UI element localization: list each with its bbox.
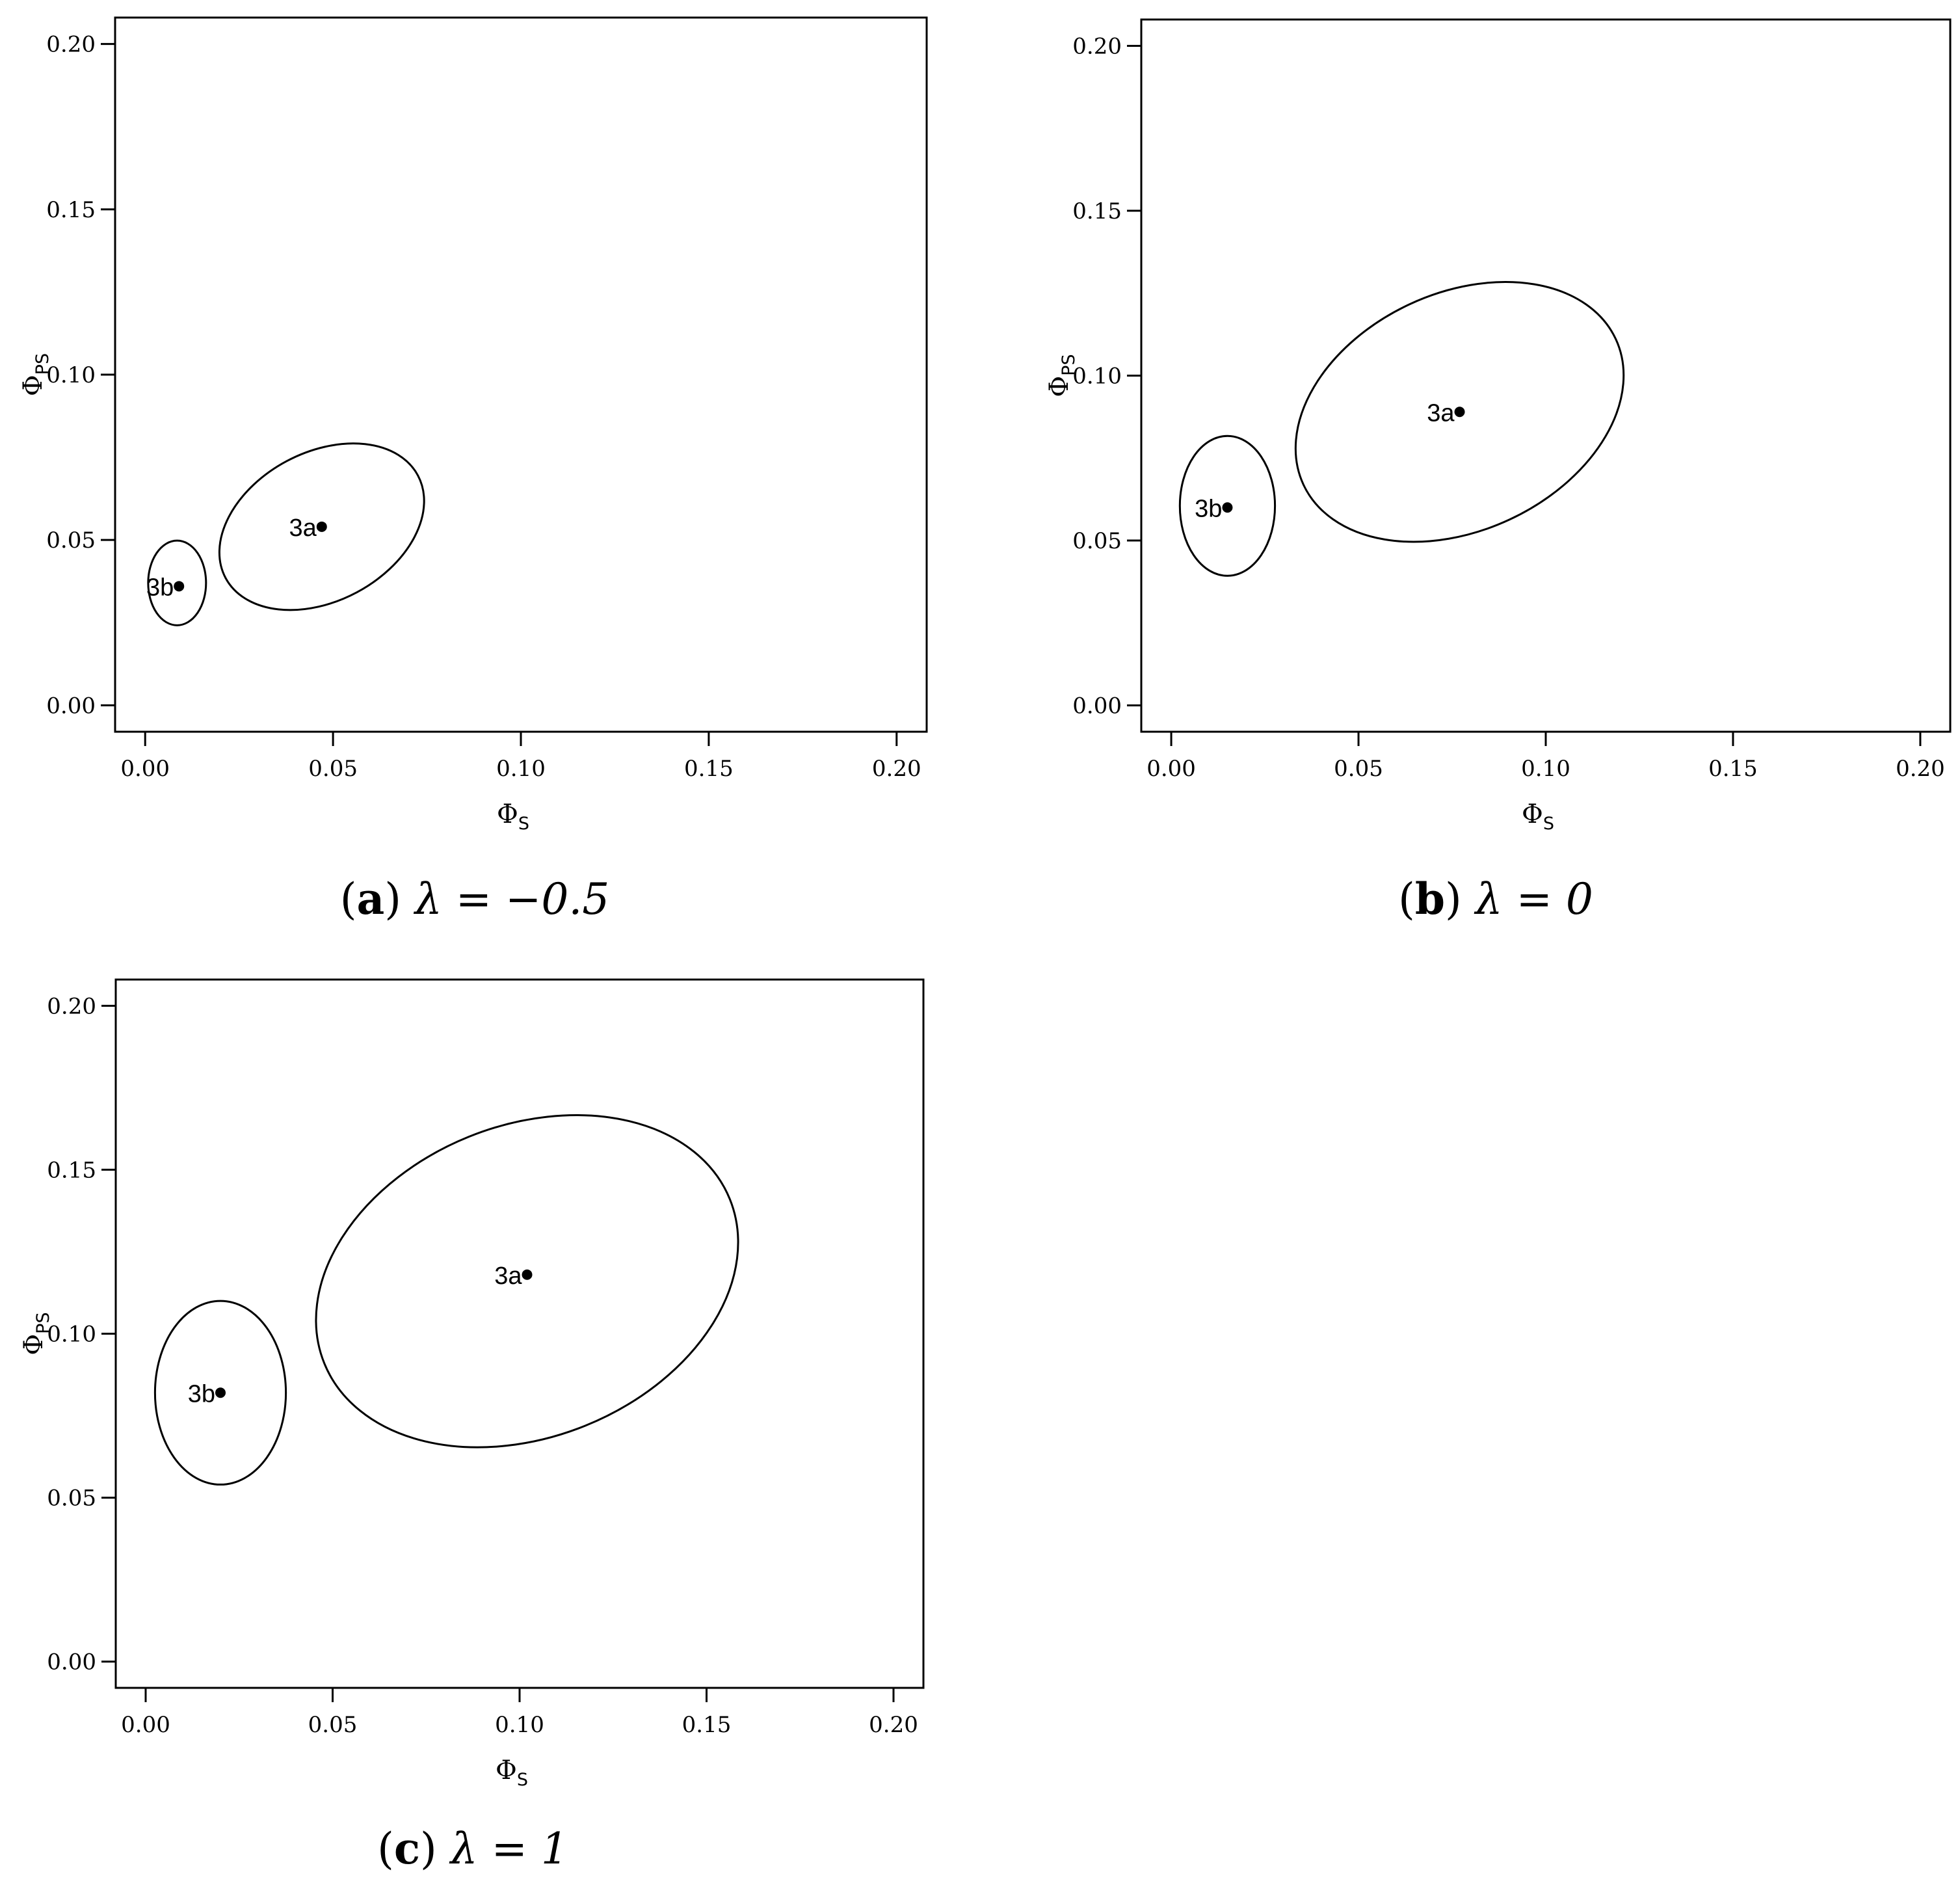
y-tick-label: 0.20 xyxy=(46,32,96,58)
x-axis-label: ΦS xyxy=(497,799,529,834)
chart-c: 0.00 0.05 0.10 0.15 0.20 0.00 0.05 0.10 0.15 0.20… xyxy=(19,978,925,1874)
x-tick-label: 0.00 xyxy=(121,1712,170,1738)
chart-a: 0.00 0.05 0.10 0.15 0.20 0.00 0.05 0.10 0.15 0.20… xyxy=(18,16,928,924)
y-tick-label: 0.15 xyxy=(46,197,96,223)
panel-c: 0.00 0.05 0.10 0.15 0.20 0.00 0.05 0.10 0.15 0.20… xyxy=(0,956,949,1896)
y-tick-label: 0.00 xyxy=(46,693,96,719)
ellipse-3a xyxy=(1294,281,1625,543)
point-label-3b: 3b xyxy=(1195,495,1222,522)
chart-b: 0.00 0.05 0.10 0.15 0.20 0.00 0.05 0.10 0.15 0.20… xyxy=(1044,18,1952,924)
x-tick-label: 0.10 xyxy=(1521,756,1570,782)
y-tick-label: 0.20 xyxy=(47,993,96,1019)
point-label-3b: 3b xyxy=(188,1380,215,1408)
ellipse-3a xyxy=(218,442,425,611)
y-tick-label: 0.20 xyxy=(1072,34,1122,60)
y-tick-label: 0.05 xyxy=(1072,528,1122,554)
plot-frame xyxy=(1140,18,1952,733)
x-tick-label: 0.10 xyxy=(496,756,546,782)
plot-frame xyxy=(114,978,925,1689)
x-tick-label: 0.05 xyxy=(308,1712,358,1738)
panel-b: 0.00 0.05 0.10 0.15 0.20 0.00 0.05 0.10 0.15 0.20… xyxy=(1024,0,1960,940)
y-tick-label: 0.00 xyxy=(47,1649,96,1676)
x-tick-label: 0.05 xyxy=(1334,756,1383,782)
x-tick-label: 0.20 xyxy=(1896,756,1945,782)
x-axis-label: ΦS xyxy=(496,1756,528,1790)
ellipse-3b xyxy=(153,1300,287,1486)
caption: (b) λ = 0 xyxy=(1398,874,1593,924)
point-3b xyxy=(1222,502,1233,513)
point-label-3a: 3a xyxy=(494,1262,522,1290)
y-axis-label: ΦPS xyxy=(18,353,53,396)
x-tick-label: 0.15 xyxy=(1708,756,1758,782)
x-tick-label: 0.20 xyxy=(869,1712,918,1738)
point-label-3a: 3a xyxy=(289,514,317,542)
x-tick-label: 0.15 xyxy=(682,1712,732,1738)
y-tick-label: 0.10 xyxy=(47,1322,96,1348)
x-axis-label: ΦS xyxy=(1522,799,1554,834)
caption: (a) λ = −0.5 xyxy=(340,874,610,924)
y-tick-label: 0.05 xyxy=(46,527,96,554)
y-tick-label: 0.10 xyxy=(1072,364,1122,390)
x-tick-label: 0.20 xyxy=(872,756,921,782)
x-tick-label: 0.15 xyxy=(684,756,734,782)
point-label-3a: 3a xyxy=(1427,399,1455,427)
caption: (c) λ = 1 xyxy=(377,1823,568,1874)
panel-a: 0.00 0.05 0.10 0.15 0.20 0.00 0.05 0.10 0.15 0.20… xyxy=(0,0,949,940)
point-3b xyxy=(215,1387,226,1398)
x-tick-label: 0.00 xyxy=(120,756,170,782)
ellipse-3b xyxy=(147,539,207,626)
point-3b xyxy=(174,581,185,592)
ellipse-3b xyxy=(1178,434,1277,577)
point-label-3b: 3b xyxy=(146,574,174,601)
y-tick-label: 0.10 xyxy=(46,362,96,388)
point-3a xyxy=(316,521,327,532)
y-axis-label: ΦPS xyxy=(1044,354,1079,397)
plot-frame xyxy=(114,16,928,733)
point-3a xyxy=(1454,407,1465,418)
y-tick-label: 0.15 xyxy=(47,1157,96,1183)
x-tick-label: 0.05 xyxy=(308,756,358,782)
x-tick-label: 0.10 xyxy=(495,1712,544,1738)
y-tick-label: 0.15 xyxy=(1072,198,1122,224)
ellipse-3a xyxy=(315,1114,739,1449)
point-3a xyxy=(522,1269,533,1280)
y-tick-label: 0.00 xyxy=(1072,693,1122,719)
y-axis-label: ΦPS xyxy=(19,1312,53,1355)
y-tick-label: 0.05 xyxy=(47,1486,96,1512)
x-tick-label: 0.00 xyxy=(1146,756,1196,782)
